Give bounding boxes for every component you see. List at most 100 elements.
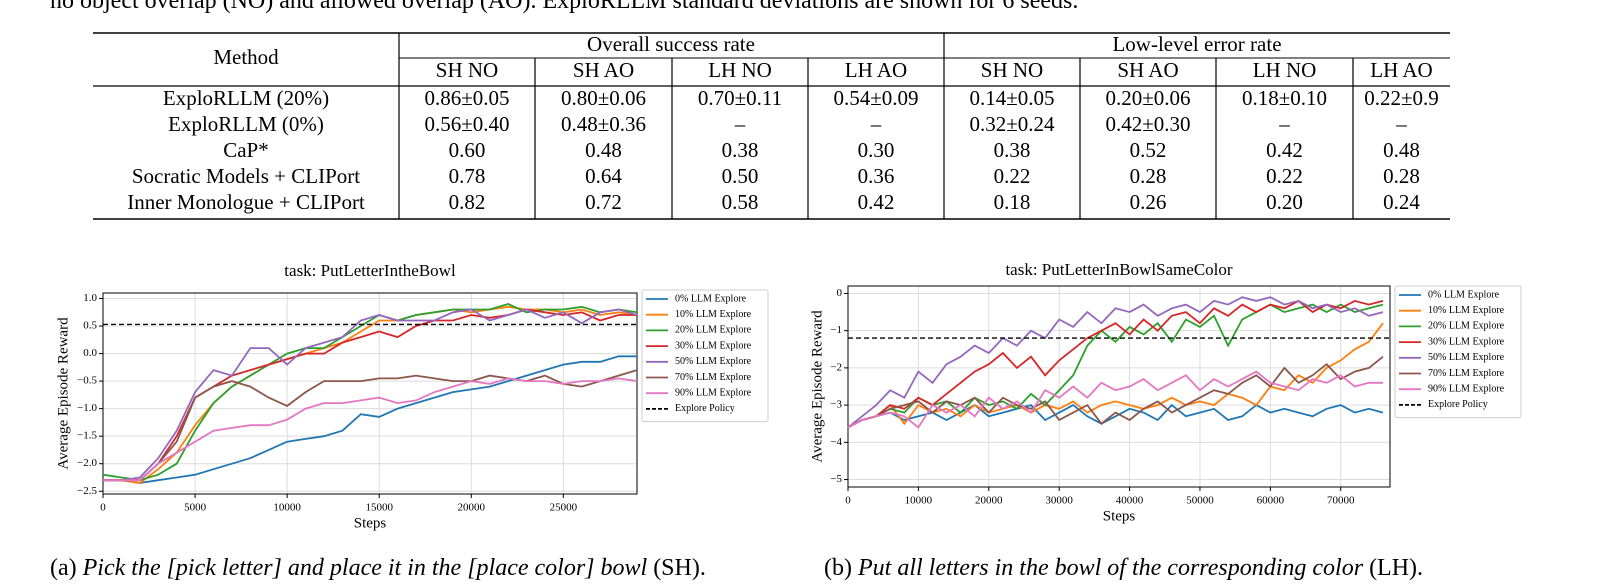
y-tick-label: −0.5: [77, 375, 97, 387]
legend-label: Explore Policy: [675, 403, 735, 414]
table-cell: 0.70±0.11: [698, 86, 782, 110]
table-cell: 0.30: [858, 138, 895, 162]
series-line: [847, 303, 1384, 429]
table-cell: 0.14±0.05: [969, 86, 1054, 110]
table-cell: 0.42: [1266, 138, 1303, 162]
caption: (a) Pick the [pick letter] and place it …: [50, 555, 706, 581]
table-cell: 0.86±0.05: [424, 86, 509, 110]
table-column-header: SH NO: [436, 58, 498, 82]
y-tick-label: −2: [830, 361, 842, 373]
y-tick-label: 1.0: [83, 292, 97, 304]
table-cell: 0.38: [994, 138, 1031, 162]
legend-label: 90% LLM Explore: [675, 387, 752, 398]
chart: task: PutLetterIntheBowl 0 5000 10000 15000 2…: [55, 261, 769, 531]
series-line: [847, 355, 1384, 429]
table-cell: 0.52: [1130, 138, 1167, 162]
table-cell: 0.20±0.06: [1105, 86, 1190, 110]
table-cell: 0.82: [449, 190, 486, 214]
legend-label: 50% LLM Explore: [1428, 352, 1505, 363]
series-line: [847, 322, 1384, 429]
table-cell: –: [1278, 112, 1290, 136]
table-cell: 0.38: [722, 138, 759, 162]
legend-box: [1394, 285, 1522, 419]
table-cell: –: [734, 112, 746, 136]
x-tick-label: 40000: [1116, 495, 1144, 507]
y-tick-label: −1.5: [77, 430, 97, 442]
caption: (b) Put all letters in the bowl of the c…: [824, 555, 1423, 581]
plot-frame: [847, 285, 1391, 488]
x-tick-label: 15000: [365, 502, 393, 514]
x-tick-label: 5000: [184, 502, 207, 514]
legend-label: 70% LLM Explore: [675, 372, 752, 383]
y-axis-label: Average Episode Reward: [55, 317, 71, 470]
table-cell: 0.54±0.09: [833, 86, 918, 110]
table-column-header: SH AO: [573, 58, 634, 82]
y-tick-label: −4: [830, 436, 842, 448]
x-tick-label: 10000: [905, 495, 933, 507]
y-tick-label: −3: [830, 399, 842, 411]
legend-label: 0% LLM Explore: [675, 293, 747, 304]
table-cell: 0.60: [449, 138, 486, 162]
table-column-header: LH NO: [708, 58, 772, 82]
table-cell: Socratic Models + CLIPort: [132, 164, 360, 188]
caption-suffix: (SH).: [653, 555, 706, 581]
caption-text: Pick the [pick letter] and place it in t…: [82, 555, 648, 581]
table-cell: 0.32±0.24: [969, 112, 1055, 136]
table-cell: 0.18±0.10: [1242, 86, 1327, 110]
y-tick-label: −2.5: [77, 485, 97, 497]
chart-title: task: PutLetterIntheBowl: [284, 261, 456, 280]
x-tick-label: 25000: [550, 502, 578, 514]
x-tick-label: 10000: [273, 502, 301, 514]
legend-label: 90% LLM Explore: [1428, 383, 1505, 394]
table-cell: 0.42±0.30: [1105, 112, 1190, 136]
caption-label: (a): [50, 555, 77, 581]
table-cell: 0.64: [585, 164, 622, 188]
table-cell: 0.48±0.36: [561, 112, 646, 136]
table-cell: 0.78: [449, 164, 486, 188]
table-cell: 0.28: [1383, 164, 1420, 188]
legend-label: 30% LLM Explore: [675, 340, 752, 351]
table-cell: 0.28: [1130, 164, 1167, 188]
table-cell: Inner Monologue + CLIPort: [127, 190, 365, 214]
x-axis-label: Steps: [1103, 508, 1136, 524]
table-cell: 0.18: [994, 190, 1031, 214]
table-cell: 0.36: [858, 164, 895, 188]
y-tick-label: −2.0: [77, 457, 97, 469]
legend-label: 70% LLM Explore: [1428, 368, 1505, 379]
series-line: [103, 369, 638, 482]
table-cell: 0.56±0.40: [424, 112, 509, 136]
series-line: [103, 355, 637, 484]
table-cell: 0.22: [994, 164, 1031, 188]
table-cell: 0.48: [1383, 138, 1420, 162]
table-column-header: SH AO: [1117, 58, 1178, 82]
table-cell: –: [1395, 112, 1407, 136]
caption-text: Put all letters in the bowl of the corre…: [857, 555, 1364, 581]
legend-label: 30% LLM Explore: [1428, 336, 1505, 347]
table-column-header: LH NO: [1253, 58, 1317, 82]
x-tick-label: 60000: [1257, 495, 1285, 507]
y-tick-label: 0: [837, 287, 843, 299]
legend-label: 10% LLM Explore: [1428, 305, 1505, 316]
y-axis-label: Average Episode Reward: [809, 310, 825, 463]
table-group-header: Low-level error rate: [1112, 32, 1281, 56]
table-header: Method: [213, 45, 279, 69]
table-cell: 0.22±0.9: [1364, 86, 1439, 110]
legend-label: 20% LLM Explore: [675, 325, 752, 336]
series-line: [103, 377, 638, 482]
table-cell: 0.72: [585, 190, 622, 214]
series-line: [847, 403, 1384, 429]
series-line: [103, 308, 637, 482]
top-text: no object overlap (NO) and allowed overl…: [50, 0, 1078, 14]
caption-suffix: (LH).: [1369, 555, 1423, 581]
table-group-header: Overall success rate: [587, 32, 755, 56]
table-cell: 0.50: [722, 164, 759, 188]
table-cell: 0.20: [1266, 190, 1303, 214]
table-cell: 0.42: [858, 190, 895, 214]
legend-box: [641, 289, 769, 423]
table-column-header: LH AO: [845, 58, 907, 82]
table-cell: 0.58: [722, 190, 759, 214]
table-cell: –: [870, 112, 882, 136]
table-cell: 0.22: [1266, 164, 1303, 188]
table-cell: 0.48: [585, 138, 622, 162]
